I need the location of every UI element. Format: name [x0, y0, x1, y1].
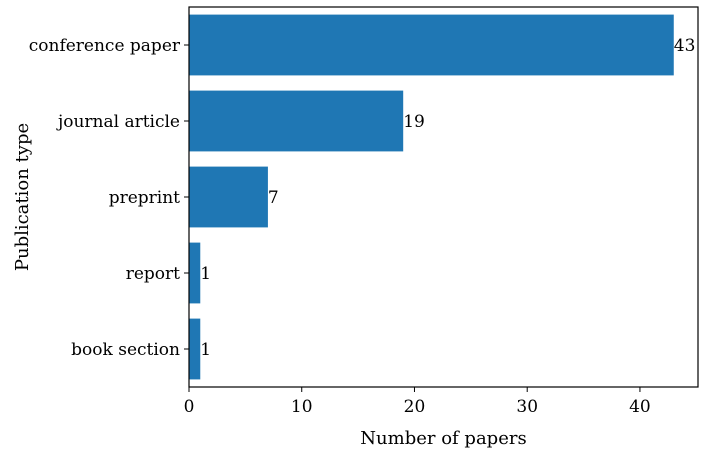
y-tick-label: conference paper: [29, 36, 181, 56]
plot-frame: [188, 6, 699, 388]
data-label: 19: [403, 112, 425, 132]
y-axis-ticks: conference paper journal article preprint r…: [29, 36, 189, 360]
bars: [189, 14, 674, 380]
bar-conference-paper: [189, 14, 674, 76]
y-tick-label: report: [126, 264, 180, 284]
x-tick-label: 40: [629, 397, 651, 417]
x-tick-label: 30: [516, 397, 538, 417]
x-axis-ticks: 0 10 20 30 40: [184, 387, 651, 417]
data-labels: 43 19 7 1 1: [200, 36, 695, 360]
data-label: 43: [674, 36, 696, 56]
y-tick-label: preprint: [109, 188, 180, 208]
data-label: 7: [268, 188, 279, 208]
x-tick-label: 20: [404, 397, 426, 417]
bar-book-section: [189, 318, 201, 380]
x-tick-label: 0: [184, 397, 195, 417]
x-tick-label: 10: [291, 397, 313, 417]
bar-preprint: [189, 166, 268, 228]
x-axis-label: Number of papers: [360, 428, 526, 449]
data-label: 1: [200, 264, 211, 284]
data-label: 1: [200, 340, 211, 360]
bar-journal-article: [189, 90, 404, 152]
y-tick-label: journal article: [56, 112, 180, 132]
y-tick-label: book section: [71, 340, 180, 360]
y-axis-label: Publication type: [12, 123, 33, 271]
bar-report: [189, 242, 201, 304]
